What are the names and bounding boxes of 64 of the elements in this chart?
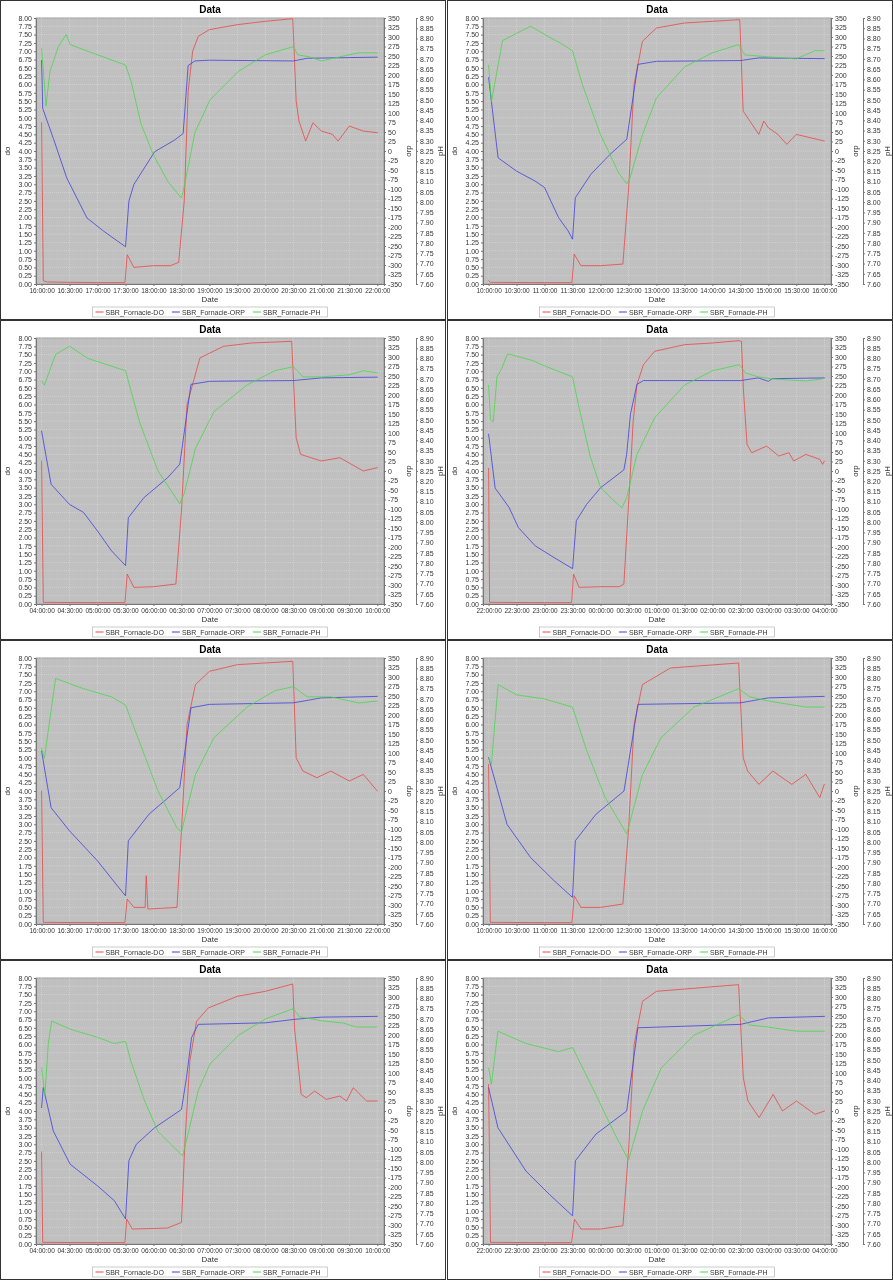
x-axis-title: Date: [648, 615, 666, 624]
line-series: [41, 345, 378, 505]
line-series: [41, 660, 378, 924]
line-series: [488, 984, 825, 1244]
line-series: [488, 353, 823, 509]
y-axis-title: do: [450, 1106, 459, 1116]
y-axis-title: do: [3, 786, 12, 796]
y2-axis-title: orp: [851, 1104, 860, 1117]
chart-title: Data: [199, 964, 222, 975]
x-axis-title: Date: [201, 295, 219, 304]
y3-axis-title: pH: [883, 1105, 892, 1117]
line-series: [488, 377, 825, 570]
y3-axis-title: pH: [883, 145, 892, 157]
y2-axis-title: orp: [404, 1104, 413, 1117]
y3-axis-title: pH: [436, 465, 445, 477]
line-series: [41, 33, 378, 199]
y-axis-title: do: [3, 466, 12, 476]
line-series: [41, 695, 378, 897]
chart-title: Data: [199, 644, 222, 655]
line-series: [41, 56, 378, 248]
x-axis-title: Date: [201, 1255, 219, 1264]
chart-title: Data: [646, 964, 669, 975]
y-axis-title: do: [3, 1106, 12, 1116]
y3-axis-title: pH: [883, 785, 892, 797]
line-series: [488, 1014, 825, 1161]
line-series: [41, 1008, 378, 1157]
line-series: [41, 340, 378, 604]
x-axis-title: Date: [648, 1255, 666, 1264]
y2-axis-title: orp: [404, 784, 413, 797]
y-axis-title: do: [450, 466, 459, 476]
x-axis-title: Date: [201, 615, 219, 624]
y2-axis-title: orp: [404, 144, 413, 157]
x-axis-title: Date: [648, 295, 666, 304]
y-axis-title: do: [3, 146, 12, 156]
y-axis-title: do: [450, 786, 459, 796]
y-axis-title: do: [450, 146, 459, 156]
y3-axis-title: pH: [436, 145, 445, 157]
line-series: [488, 57, 825, 240]
y3-axis-title: pH: [436, 1105, 445, 1117]
x-axis-title: Date: [648, 935, 666, 944]
line-series: [488, 695, 825, 898]
chart-title: Data: [199, 4, 222, 15]
line-series: [488, 662, 825, 924]
line-series: [488, 25, 825, 185]
x-axis-title: Date: [201, 935, 219, 944]
line-series: [488, 340, 825, 604]
y3-axis-title: pH: [436, 785, 445, 797]
y2-axis-title: orp: [851, 784, 860, 797]
y3-axis-title: pH: [883, 465, 892, 477]
y2-axis-title: orp: [851, 144, 860, 157]
line-series: [41, 1015, 378, 1220]
line-series: [41, 18, 378, 284]
line-series: [488, 684, 825, 835]
chart-title: Data: [646, 644, 669, 655]
chart-title: Data: [199, 324, 222, 335]
y2-axis-title: orp: [404, 464, 413, 477]
line-series: [41, 376, 378, 567]
chart-title: Data: [646, 324, 669, 335]
line-series: [41, 983, 378, 1244]
line-series: [488, 1015, 825, 1217]
chart-title: Data: [646, 4, 669, 15]
line-series: [488, 19, 825, 284]
y2-axis-title: orp: [851, 464, 860, 477]
line-series: [41, 678, 378, 833]
